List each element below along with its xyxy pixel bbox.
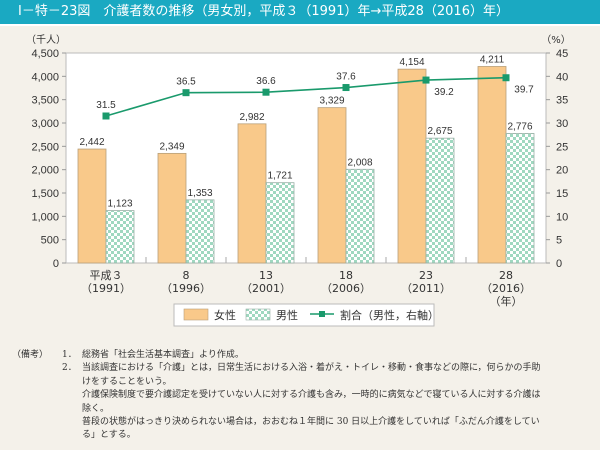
legend-female-label: 女性	[214, 308, 236, 322]
legend-ratio-marker	[319, 311, 325, 317]
bar-male-label: 1,123	[107, 199, 132, 210]
figure-title-bar: Ⅰ－特－23図 介護者数の推移（男女別，平成３（1991）年→平成28（2016…	[0, 0, 600, 24]
bar-female	[237, 123, 267, 264]
title-divider	[0, 24, 600, 26]
left-axis-tick-label: 2,000	[31, 165, 59, 177]
note-2-line-2: けをすることをいう。	[82, 376, 172, 387]
bar-male	[505, 133, 535, 264]
bar-male	[185, 199, 215, 264]
left-axis-unit: （千人）	[26, 34, 66, 46]
right-axis-tick-label: 40	[556, 71, 568, 83]
ratio-label: 39.2	[434, 87, 454, 98]
ratio-label: 39.7	[514, 85, 534, 96]
bar-male	[265, 182, 295, 264]
x-tick-label-year: （1996）	[161, 282, 211, 295]
left-axis-tick-label: 1,000	[31, 211, 59, 223]
bar-female-label: 3,329	[319, 96, 344, 107]
bar-female	[317, 107, 347, 264]
right-axis-tick-label: 25	[556, 141, 568, 153]
right-axis-tick-label: 30	[556, 118, 568, 130]
x-tick-label-era: 13	[259, 269, 273, 282]
note-2-number: 2．	[62, 363, 77, 374]
ratio-marker	[342, 84, 350, 92]
legend-female-swatch	[183, 308, 209, 321]
bar-female	[157, 152, 187, 264]
x-axis-unit: （年）	[490, 294, 523, 308]
bar-female	[397, 68, 427, 264]
legend-male-label: 男性	[276, 308, 298, 322]
note-1-text: 総務省「社会生活基本調査」より作成。	[82, 350, 244, 360]
x-tick-label-year: （2006）	[321, 282, 371, 295]
ratio-label: 36.5	[176, 77, 196, 88]
x-tick-label-era: 平成３	[90, 269, 123, 282]
notes-prefix: （備考）	[12, 350, 49, 360]
ratio-marker	[182, 89, 190, 97]
x-tick-label-year: （2016）	[481, 282, 531, 295]
left-axis-tick-label: 4,500	[31, 48, 59, 60]
legend-male-swatch	[245, 308, 271, 321]
x-tick-label-era: 23	[419, 269, 433, 282]
x-tick-label-era: 18	[339, 269, 353, 282]
left-axis-tick-label: 1,500	[31, 188, 59, 200]
bar-female-label: 2,349	[159, 141, 184, 152]
right-axis-tick-label: 45	[556, 48, 568, 60]
right-axis-tick-label: 10	[556, 211, 568, 223]
ratio-marker	[502, 74, 510, 82]
ratio-marker	[262, 88, 270, 96]
ratio-label: 36.6	[256, 76, 276, 87]
bar-male	[345, 168, 375, 264]
right-axis-tick-label: 20	[556, 165, 568, 177]
bar-female	[477, 66, 507, 264]
left-axis-tick-label: 3,000	[31, 118, 59, 130]
plot-area	[65, 52, 547, 264]
ratio-label: 31.5	[96, 100, 116, 111]
notes: （備考） 1． 総務省「社会生活基本調査」より作成。 2． 当該調査における「介…	[12, 349, 592, 443]
x-tick-label-year: （1991）	[81, 282, 131, 295]
left-axis-tick-label: 4,000	[31, 71, 59, 83]
bar-female-label: 2,982	[239, 112, 264, 123]
right-axis-tick-label: 15	[556, 188, 568, 200]
bar-male-label: 1,353	[187, 188, 212, 199]
note-2-line-1: 当該調査における「介護」とは，日常生活における入浴・着がえ・トイレ・移動・食事な…	[82, 363, 541, 374]
bar-male	[425, 137, 455, 264]
bar-male	[105, 210, 135, 264]
figure-title: Ⅰ－特－23図 介護者数の推移（男女別，平成３（1991）年→平成28（2016…	[18, 4, 509, 19]
x-tick-label-year: （2001）	[241, 282, 291, 295]
legend-box	[173, 303, 435, 327]
bar-male-label: 1,721	[267, 171, 292, 182]
ratio-label: 37.6	[336, 72, 356, 83]
left-axis-tick-label: 0	[53, 258, 59, 270]
ratio-line	[105, 76, 507, 117]
bar-male-label: 2,675	[427, 126, 452, 137]
bar-male-label: 2,776	[507, 121, 532, 132]
bar-male-label: 2,008	[347, 157, 372, 168]
right-axis-tick-label: 35	[556, 95, 568, 107]
left-axis-tick-label: 3,500	[31, 95, 59, 107]
note-1-number: 1．	[62, 350, 77, 360]
bar-female-label: 2,442	[79, 137, 104, 148]
note-2-line-3: 介護保険制度で要介護認定を受けていない人に対する介護も含み，一時的に病気などで寝…	[82, 390, 541, 401]
ratio-marker	[102, 112, 110, 120]
note-2-line-4: 除く。	[82, 403, 110, 414]
x-tick-label-year: （2011）	[401, 282, 451, 295]
note-2-line-5: 普段の状態がはっきり決められない場合は，おおむね１年間に 30 日以上介護をして…	[82, 417, 540, 428]
bar-female-label: 4,211	[480, 54, 505, 65]
left-axis-tick-label: 2,500	[31, 141, 59, 153]
right-axis-unit: （%）	[541, 34, 571, 46]
legend-ratio-label: 割合（男性，右軸）	[340, 308, 439, 322]
chart: 0 500 1,000 1,500 2,000 2,500 3,000 3,500 4,000 4…	[26, 34, 571, 327]
right-axis-tick-label: 5	[556, 235, 562, 247]
bar-female	[77, 148, 107, 264]
x-tick-label-era: 28	[499, 269, 513, 282]
right-axis-tick-label: 0	[556, 258, 562, 270]
bar-female-label: 4,154	[399, 57, 424, 68]
ratio-marker	[422, 76, 430, 84]
x-tick-label-era: 8	[183, 269, 190, 282]
note-2-line-6: る」とする。	[82, 430, 136, 441]
left-axis-tick-label: 500	[41, 235, 59, 247]
